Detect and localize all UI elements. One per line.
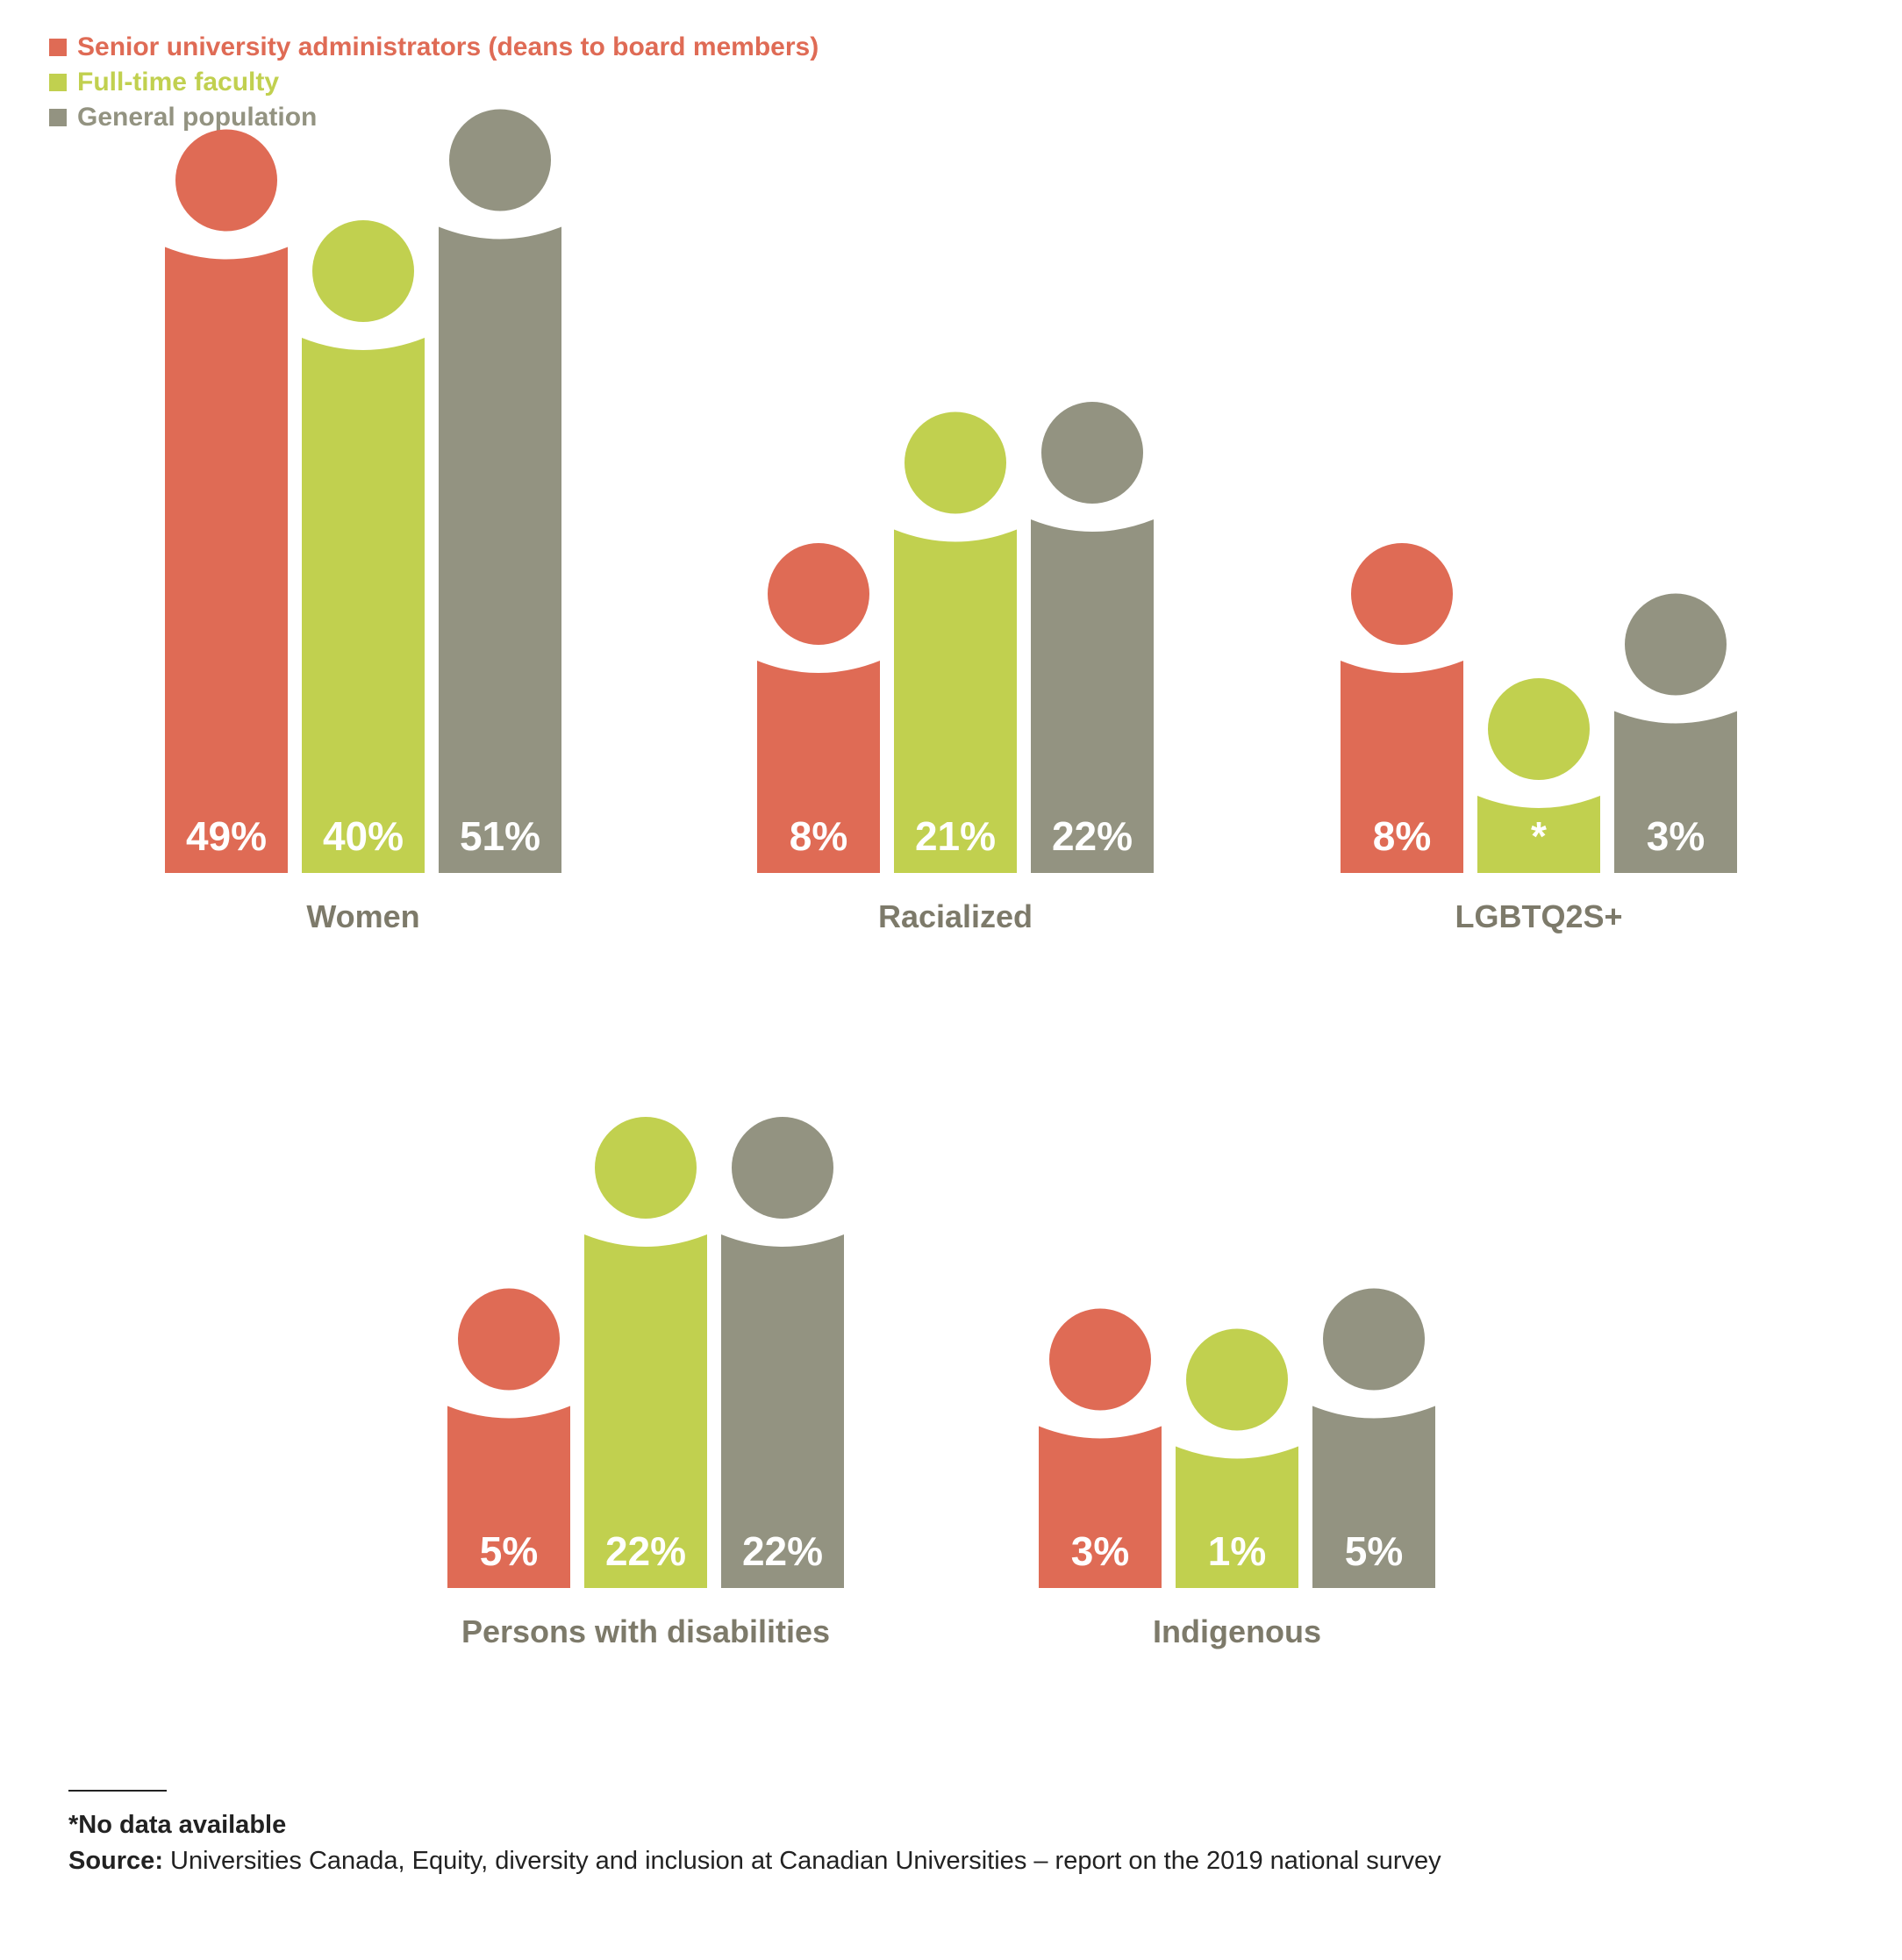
legend-swatch-population	[49, 109, 67, 126]
bar-racialized-0	[757, 661, 880, 873]
bar-persons-with-disabilities-0	[447, 1406, 570, 1588]
bar-persons-with-disabilities-1	[584, 1234, 707, 1588]
footnote: *No data available	[68, 1811, 287, 1839]
value-label-women-0: 49%	[186, 813, 267, 859]
value-label-women-2: 51%	[460, 813, 540, 859]
bar-racialized-1	[894, 529, 1017, 873]
bar-head-racialized-0	[768, 543, 869, 645]
legend-swatch-faculty	[49, 74, 67, 91]
bar-head-indigenous-0	[1049, 1308, 1151, 1411]
bar-indigenous-0	[1039, 1426, 1162, 1588]
group-label-lgbtq2s: LGBTQ2S+	[1455, 898, 1622, 934]
bar-indigenous-1	[1176, 1446, 1298, 1588]
value-label-indigenous-0: 3%	[1071, 1528, 1129, 1574]
bar-women-1	[302, 338, 425, 873]
bar-head-indigenous-2	[1323, 1288, 1425, 1391]
bar-women-2	[439, 226, 561, 873]
bar-lgbtq2s-2	[1614, 711, 1737, 873]
bar-head-women-1	[312, 220, 414, 322]
bar-head-indigenous-1	[1186, 1328, 1288, 1431]
bar-head-persons-with-disabilities-1	[595, 1117, 697, 1219]
bar-lgbtq2s-1	[1477, 796, 1600, 873]
value-label-indigenous-2: 5%	[1345, 1528, 1403, 1574]
footer: *No data available Source: Universities …	[68, 1790, 1441, 1876]
bar-persons-with-disabilities-2	[721, 1234, 844, 1588]
legend-item-population: General population	[49, 100, 819, 135]
bar-head-persons-with-disabilities-0	[458, 1288, 560, 1391]
bar-head-women-0	[175, 129, 277, 232]
group-label-women: Women	[306, 898, 419, 934]
bar-head-women-2	[449, 109, 551, 211]
bar-head-lgbtq2s-2	[1625, 593, 1727, 696]
bar-indigenous-2	[1312, 1406, 1435, 1588]
value-label-lgbtq2s-1: *	[1531, 813, 1547, 859]
source: Source: Universities Canada, Equity, div…	[68, 1847, 1441, 1876]
value-label-racialized-2: 22%	[1052, 813, 1133, 859]
bar-head-lgbtq2s-0	[1351, 543, 1453, 645]
group-label-racialized: Racialized	[878, 898, 1033, 934]
legend-label-faculty: Full-time faculty	[77, 68, 280, 97]
footer-rule	[68, 1790, 167, 1792]
value-label-lgbtq2s-0: 8%	[1373, 813, 1431, 859]
value-label-racialized-0: 8%	[790, 813, 847, 859]
source-text: Universities Canada, Equity, diversity a…	[162, 1847, 1441, 1875]
value-label-lgbtq2s-2: 3%	[1647, 813, 1705, 859]
legend-label-population: General population	[77, 103, 318, 132]
bar-racialized-2	[1031, 519, 1154, 873]
value-label-women-1: 40%	[323, 813, 404, 859]
group-label-indigenous: Indigenous	[1153, 1613, 1321, 1649]
bar-head-lgbtq2s-1	[1488, 678, 1590, 780]
legend: Senior university administrators (deans …	[49, 30, 819, 135]
legend-item-admin: Senior university administrators (deans …	[49, 30, 819, 65]
bar-head-persons-with-disabilities-2	[732, 1117, 833, 1219]
group-label-persons-with-disabilities: Persons with disabilities	[461, 1613, 830, 1649]
bar-head-racialized-2	[1041, 402, 1143, 504]
legend-swatch-admin	[49, 39, 67, 56]
bar-lgbtq2s-0	[1341, 661, 1463, 873]
legend-label-admin: Senior university administrators (deans …	[77, 32, 819, 61]
bar-head-racialized-1	[905, 411, 1006, 514]
value-label-indigenous-1: 1%	[1208, 1528, 1266, 1574]
chart: 49% 40% 51% Women 8% 21% 22% Racialized 8% * 3% LGB…	[165, 109, 1737, 1649]
value-label-racialized-1: 21%	[915, 813, 996, 859]
value-label-persons-with-disabilities-2: 22%	[742, 1528, 823, 1574]
value-label-persons-with-disabilities-0: 5%	[480, 1528, 538, 1574]
source-label: Source:	[68, 1847, 163, 1875]
legend-item-faculty: Full-time faculty	[49, 65, 819, 100]
bar-women-0	[165, 247, 288, 873]
value-label-persons-with-disabilities-1: 22%	[605, 1528, 686, 1574]
